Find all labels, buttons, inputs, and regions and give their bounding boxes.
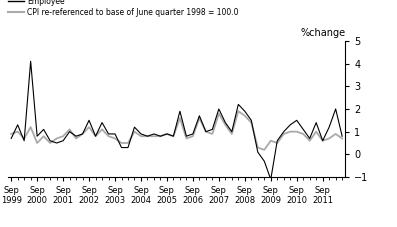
Text: %change: %change (300, 28, 345, 38)
Legend: Employee, CPI re-referenced to base of June quarter 1998 = 100.0: Employee, CPI re-referenced to base of J… (8, 0, 239, 17)
